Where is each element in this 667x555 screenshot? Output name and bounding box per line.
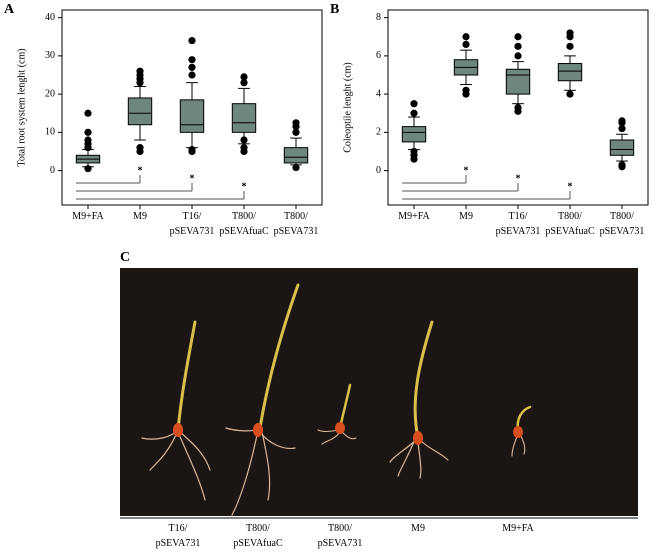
x-tick-label: T16/ pSEVA731 (495, 211, 541, 237)
outlier (514, 52, 522, 60)
outlier (618, 161, 626, 169)
outlier (410, 147, 418, 156)
photo-label: M9+FA (502, 523, 534, 534)
outlier (240, 136, 248, 144)
y-tick-label: 30 (45, 50, 55, 61)
outlier (188, 56, 196, 64)
outlier (462, 33, 470, 41)
box (505, 68, 531, 95)
outlier (188, 63, 196, 71)
significance-star: * (568, 181, 573, 192)
x-tick-label: M9+FA (398, 211, 430, 222)
y-tick-label: 8 (376, 12, 381, 23)
panel-label: B (330, 2, 339, 17)
outlier (240, 73, 248, 81)
x-tick-label: M9+FA (72, 211, 104, 222)
outlier (136, 144, 144, 152)
significance-star: * (190, 173, 195, 184)
outlier (566, 42, 574, 50)
seedlings (141, 283, 532, 516)
y-tick-label: 40 (45, 12, 55, 23)
outlier (240, 79, 248, 87)
box (609, 139, 635, 156)
y-axis-label: Coleoptile lenght (cm) (342, 62, 353, 153)
x-tick-label: T16/ pSEVA731 (169, 211, 215, 237)
significance-star: * (242, 181, 247, 192)
outlier (292, 119, 300, 127)
panel-label: C (120, 250, 130, 265)
box (401, 126, 427, 143)
outlier (618, 124, 626, 133)
outlier (566, 90, 574, 98)
y-tick-label: 2 (376, 127, 381, 138)
outlier (618, 117, 626, 125)
significance-star: * (516, 173, 521, 184)
x-tick-label: M9 (459, 211, 473, 222)
outlier (240, 144, 248, 152)
outlier (462, 40, 470, 49)
outlier (514, 103, 522, 112)
photo-label: T16/ pSEVA731 (155, 523, 201, 549)
y-tick-label: 6 (376, 50, 381, 61)
x-tick-label: T800/ pSEVA731 (273, 211, 319, 237)
y-tick-label: 0 (376, 165, 381, 176)
significance-star: * (464, 165, 469, 176)
outlier (566, 29, 574, 37)
box (127, 97, 153, 126)
y-axis-label: Total root system lenght (cm) (16, 48, 27, 166)
x-tick-label: M9 (133, 211, 147, 222)
x-tick-label: T800/ pSEVA731 (599, 211, 645, 237)
outlier (514, 42, 522, 50)
outlier (410, 109, 418, 117)
y-tick-label: 0 (50, 165, 55, 176)
outlier (410, 100, 418, 108)
outlier (136, 67, 144, 75)
photo (120, 268, 638, 516)
outlier (462, 86, 470, 94)
y-tick-label: 10 (45, 127, 55, 138)
outlier (84, 136, 92, 144)
outlier (84, 128, 92, 136)
outlier (514, 33, 522, 41)
outlier (188, 145, 196, 154)
photo-label: M9 (411, 523, 425, 534)
photo-label: T800/ pSEVAfuaC (233, 523, 283, 549)
outlier (292, 163, 300, 172)
x-tick-label: T800/ pSEVAfuaC (545, 211, 595, 237)
outlier (84, 165, 92, 173)
box (179, 99, 205, 133)
box (557, 63, 583, 82)
outlier (292, 128, 300, 136)
box (283, 147, 309, 164)
outlier (188, 71, 196, 79)
outlier (84, 109, 92, 117)
y-tick-label: 4 (376, 88, 381, 99)
y-tick-label: 20 (45, 88, 55, 99)
outlier (188, 36, 196, 45)
box (231, 103, 257, 133)
panel-label: A (4, 2, 15, 17)
x-tick-label: T800/ pSEVAfuaC (219, 211, 269, 237)
significance-star: * (138, 165, 143, 176)
photo-label: T800/ pSEVA731 (317, 523, 363, 549)
